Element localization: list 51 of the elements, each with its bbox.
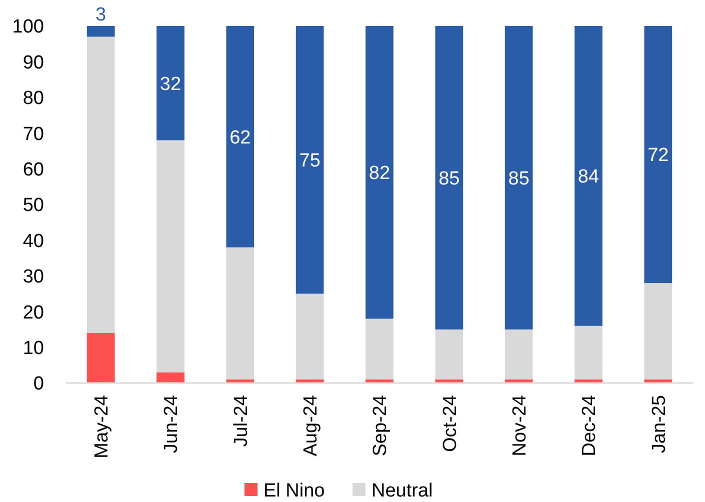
legend-label: Neutral — [372, 480, 433, 502]
y-tick-label: 40 — [22, 230, 44, 252]
data-label: 62 — [230, 127, 251, 148]
data-label: 82 — [368, 163, 390, 184]
bar — [86, 333, 115, 383]
y-tick-label: 80 — [22, 88, 44, 110]
x-tick-label: Dec-24 — [579, 394, 600, 456]
bar — [644, 283, 672, 380]
bar — [504, 26, 533, 330]
legend-label: El Nino — [264, 480, 325, 502]
x-tick-label: Sep-24 — [370, 394, 392, 456]
bar — [574, 326, 602, 380]
data-label: 85 — [508, 168, 530, 190]
y-tick-label: 50 — [22, 195, 44, 216]
y-tick-label: 10 — [22, 338, 44, 359]
bar — [574, 26, 602, 326]
y-tick-label: 30 — [22, 266, 44, 288]
bar — [86, 36, 115, 334]
y-tick-label: 60 — [22, 159, 44, 180]
bar — [366, 26, 394, 319]
x-tick-label: May-24 — [91, 394, 112, 458]
bar — [644, 26, 672, 284]
y-tick-label: 90 — [22, 52, 44, 74]
bar — [86, 26, 115, 37]
x-tick-label: Aug-24 — [300, 394, 322, 456]
data-label: 32 — [160, 74, 182, 95]
data-label: 3 — [96, 4, 106, 26]
y-tick-label: 0 — [33, 374, 44, 395]
data-label: 75 — [299, 150, 320, 172]
x-tick-label: Jul-24 — [230, 394, 252, 447]
data-label: 85 — [438, 168, 460, 190]
bar — [156, 140, 184, 372]
y-tick-label: 20 — [22, 302, 44, 324]
bar — [226, 247, 254, 380]
bar — [435, 26, 464, 330]
bar — [504, 329, 533, 380]
y-tick-label: 70 — [22, 124, 44, 145]
bar — [435, 329, 464, 380]
bar — [226, 26, 254, 248]
data-label: 72 — [648, 145, 669, 166]
x-tick-label: Oct-24 — [440, 394, 461, 452]
x-tick-label: Jan-25 — [648, 395, 670, 454]
y-tick-label: 100 — [12, 16, 44, 38]
data-label: 84 — [578, 166, 600, 188]
bar — [156, 372, 184, 383]
x-tick-label: Nov-24 — [509, 394, 530, 456]
bar — [296, 294, 324, 380]
bar — [366, 318, 394, 380]
x-tick-label: Jun-24 — [161, 394, 182, 454]
bar — [156, 26, 184, 140]
bar — [296, 26, 324, 294]
